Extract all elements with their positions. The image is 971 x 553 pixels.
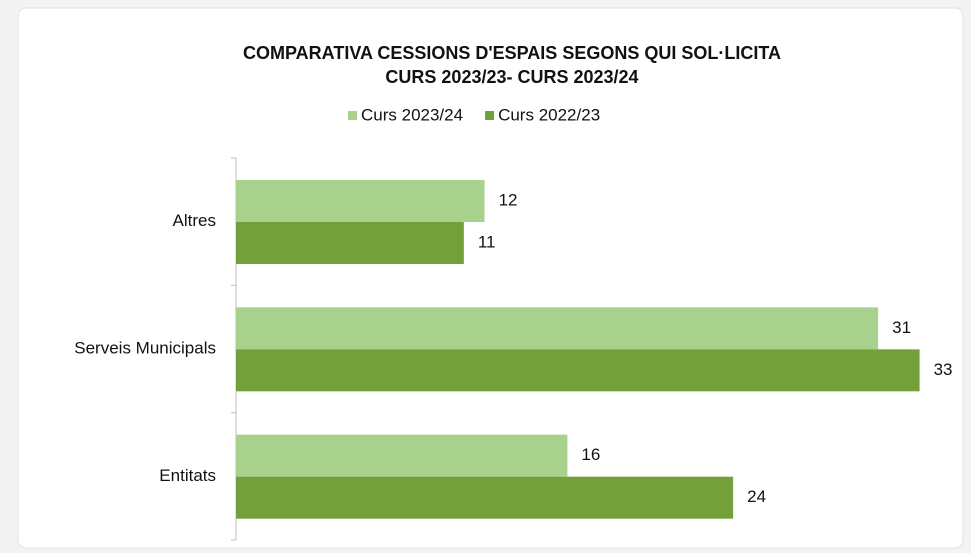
data-label: 31 xyxy=(892,318,911,337)
bar xyxy=(236,307,879,350)
data-label: 16 xyxy=(581,445,600,464)
bar xyxy=(236,434,568,477)
bar xyxy=(236,180,485,222)
y-tick-label: Entitats xyxy=(159,466,216,485)
data-label: 11 xyxy=(478,232,496,251)
legend-label: Curs 2022/23 xyxy=(498,105,600,124)
chart-title: COMPARATIVA CESSIONS D'ESPAIS SEGONS QUI… xyxy=(243,43,781,63)
bar xyxy=(236,476,734,519)
legend-swatch xyxy=(485,111,495,120)
data-label: 33 xyxy=(934,360,953,379)
legend-swatch xyxy=(348,111,357,120)
data-label: 24 xyxy=(747,487,766,506)
chart-subtitle: CURS 2023/23- CURS 2023/24 xyxy=(385,67,638,87)
bar xyxy=(236,222,464,264)
card xyxy=(17,7,964,549)
bar xyxy=(236,349,920,392)
legend-label: Curs 2023/24 xyxy=(361,105,463,124)
y-tick-label: Serveis Municipals xyxy=(74,338,216,357)
y-tick-label: Altres xyxy=(173,211,216,230)
data-label: 12 xyxy=(499,190,518,209)
